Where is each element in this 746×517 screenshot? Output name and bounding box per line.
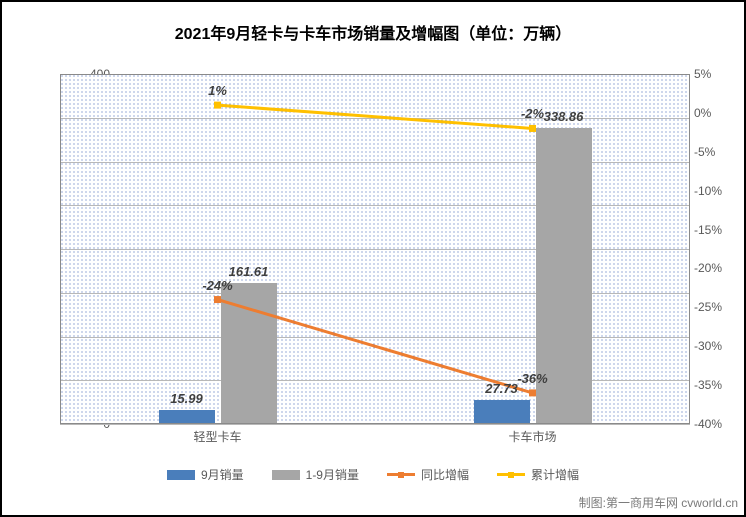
legend: 9月销量 1-9月销量 同比增幅 累计增幅 bbox=[2, 466, 744, 483]
ytick-right: -30% bbox=[694, 339, 744, 353]
marker-cum_growth bbox=[529, 125, 536, 132]
legend-item-cum-growth: 累计增幅 bbox=[497, 466, 579, 483]
marker-yoy_growth bbox=[529, 389, 536, 396]
ytick-right: -5% bbox=[694, 145, 744, 159]
legend-label: 1-9月销量 bbox=[306, 466, 359, 483]
credit-text: 制图:第一商用车网 cvworld.cn bbox=[579, 494, 738, 511]
line-label: -36% bbox=[517, 371, 547, 386]
gridline bbox=[60, 380, 690, 381]
ytick-right: 0% bbox=[694, 106, 744, 120]
chart-title: 2021年9月轻卡与卡车市场销量及增幅图（单位：万辆） bbox=[2, 2, 744, 54]
chart-container: 2021年9月轻卡与卡车市场销量及增幅图（单位：万辆） 050100150200… bbox=[0, 0, 746, 517]
bar-label: 161.61 bbox=[229, 264, 269, 279]
line-label: 1% bbox=[208, 83, 227, 98]
xtick: 轻型卡车 bbox=[193, 428, 241, 445]
gridline bbox=[60, 337, 690, 338]
ytick-right: -25% bbox=[694, 300, 744, 314]
legend-label: 累计增幅 bbox=[531, 466, 579, 483]
gridline bbox=[60, 293, 690, 294]
legend-item-yoy-growth: 同比增幅 bbox=[387, 466, 469, 483]
xtick: 卡车市场 bbox=[508, 428, 556, 445]
line-label: -2% bbox=[521, 106, 544, 121]
line-label: -24% bbox=[202, 278, 232, 293]
legend-swatch bbox=[167, 470, 195, 480]
plot-area: 15.99 161.61 27.73 338.86 -24% -36% 1% -2% bbox=[60, 74, 690, 424]
bar-sep_sales bbox=[474, 400, 530, 424]
legend-line bbox=[497, 473, 525, 476]
bar-label: 15.99 bbox=[170, 391, 203, 406]
ytick-right: -20% bbox=[694, 261, 744, 275]
ytick-right: -10% bbox=[694, 184, 744, 198]
legend-label: 9月销量 bbox=[201, 466, 244, 483]
legend-label: 同比增幅 bbox=[421, 466, 469, 483]
ytick-right: -15% bbox=[694, 223, 744, 237]
ytick-right: 5% bbox=[694, 67, 744, 81]
legend-item-ytd-sales: 1-9月销量 bbox=[272, 466, 359, 483]
marker-yoy_growth bbox=[214, 296, 221, 303]
gridline bbox=[60, 424, 690, 425]
ytick-right: -40% bbox=[694, 417, 744, 431]
marker-cum_growth bbox=[214, 102, 221, 109]
gridline bbox=[60, 249, 690, 250]
ytick-right: -35% bbox=[694, 378, 744, 392]
bar-label: 27.73 bbox=[485, 381, 518, 396]
bar-sep_sales bbox=[159, 410, 215, 424]
legend-swatch bbox=[272, 470, 300, 480]
legend-line bbox=[387, 473, 415, 476]
legend-item-sep-sales: 9月销量 bbox=[167, 466, 244, 483]
bar-label: 338.86 bbox=[544, 109, 584, 124]
